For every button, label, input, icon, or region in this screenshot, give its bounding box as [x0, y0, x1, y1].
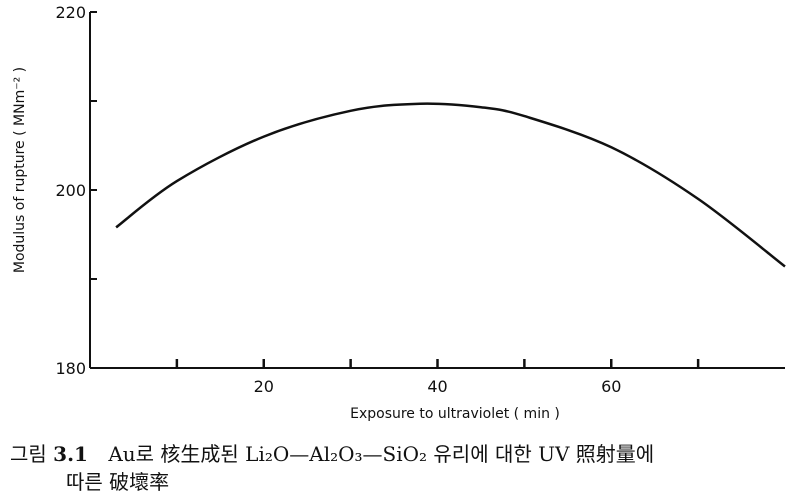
- x-ticks: 20 40 60: [175, 359, 700, 396]
- y-tick-label: 180: [55, 359, 86, 378]
- y-tick-label: 200: [55, 181, 86, 200]
- y-axis-title: Modulus of rupture ( MNm⁻² ): [12, 67, 28, 273]
- caption-number: 3.1: [53, 442, 88, 466]
- caption-label: 그림: [10, 442, 47, 466]
- axes: 180 200 220 20 40 60: [55, 3, 785, 396]
- figure-caption: 그림 3.1 Au로 核生成된 Li₂O—Al₂O₃—SiO₂ 유리에 대한 U…: [10, 440, 800, 496]
- y-ticks: 180 200 220: [55, 3, 97, 378]
- x-tick-label: 60: [601, 377, 621, 396]
- x-axis-title: Exposure to ultraviolet ( min ): [350, 406, 560, 422]
- series-line: [115, 102, 786, 268]
- y-tick-label: 220: [55, 3, 86, 22]
- caption-text-continued: 따른 破壞率: [66, 470, 170, 494]
- chart: 180 200 220 20 40 60 Exposure to ultraviolet…: [12, 3, 786, 422]
- x-tick-label: 20: [254, 377, 274, 396]
- x-tick-label: 40: [427, 377, 447, 396]
- caption-text: Au로 核生成된 Li₂O—Al₂O₃—SiO₂ 유리에 대한 UV 照射量에: [108, 442, 655, 466]
